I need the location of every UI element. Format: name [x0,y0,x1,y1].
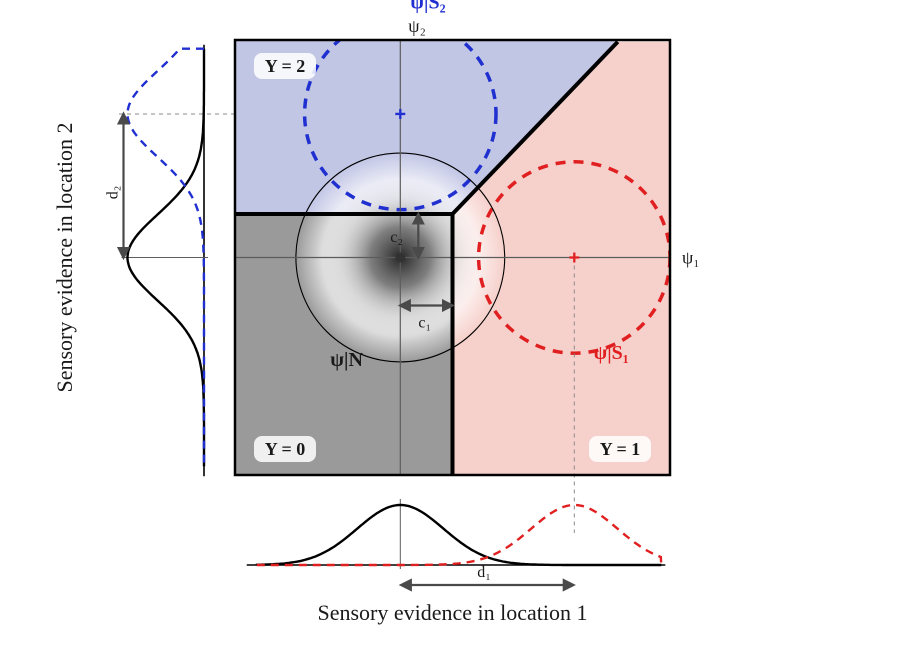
badge-y1: Y = 1 [600,439,641,459]
ylabel: Sensory evidence in location 2 [52,122,77,392]
badge-y0: Y = 0 [265,439,306,459]
label-d1: d₁ [477,564,491,581]
bottom-gauss-noise [257,505,662,565]
xlabel: Sensory evidence in location 1 [317,600,587,625]
label-psiS2: ψ|S₂ [410,0,445,13]
badge-y2: Y = 2 [265,56,306,76]
label-psi1: ψ₁ [682,248,700,268]
label-psiN: ψ|N [330,349,363,371]
label-c1: c₁ [418,315,431,332]
label-c2: c₂ [390,229,403,246]
label-psiS1: ψ|S₁ [593,342,628,364]
label-d2: d₂ [105,186,122,200]
label-psi2: ψ₂ [408,16,426,36]
